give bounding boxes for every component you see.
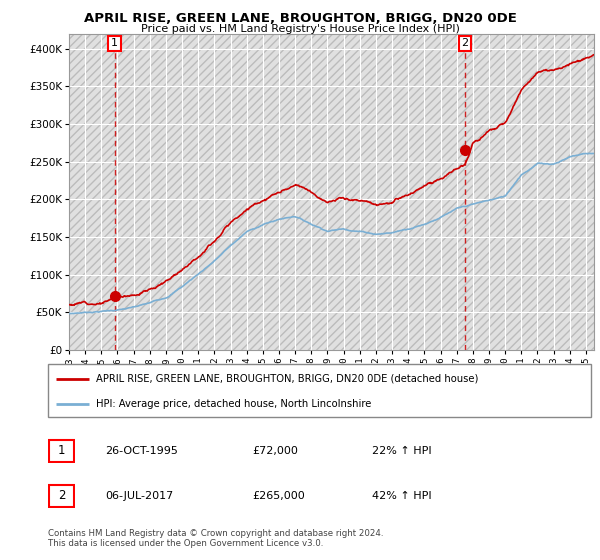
Text: 1: 1	[58, 444, 65, 458]
Text: Price paid vs. HM Land Registry's House Price Index (HPI): Price paid vs. HM Land Registry's House …	[140, 24, 460, 34]
Text: 1: 1	[111, 38, 118, 48]
FancyBboxPatch shape	[48, 364, 591, 417]
Text: HPI: Average price, detached house, North Lincolnshire: HPI: Average price, detached house, Nort…	[96, 399, 371, 409]
Text: APRIL RISE, GREEN LANE, BROUGHTON, BRIGG, DN20 0DE (detached house): APRIL RISE, GREEN LANE, BROUGHTON, BRIGG…	[96, 374, 478, 384]
Text: 22% ↑ HPI: 22% ↑ HPI	[372, 446, 431, 456]
Text: Contains HM Land Registry data © Crown copyright and database right 2024.: Contains HM Land Registry data © Crown c…	[48, 529, 383, 538]
Text: 26-OCT-1995: 26-OCT-1995	[105, 446, 178, 456]
Text: This data is licensed under the Open Government Licence v3.0.: This data is licensed under the Open Gov…	[48, 539, 323, 548]
Text: 2: 2	[58, 489, 65, 502]
Text: 2: 2	[461, 38, 469, 48]
Text: 42% ↑ HPI: 42% ↑ HPI	[372, 491, 431, 501]
FancyBboxPatch shape	[49, 440, 74, 462]
Text: £72,000: £72,000	[252, 446, 298, 456]
Text: 06-JUL-2017: 06-JUL-2017	[105, 491, 173, 501]
Text: £265,000: £265,000	[252, 491, 305, 501]
Text: APRIL RISE, GREEN LANE, BROUGHTON, BRIGG, DN20 0DE: APRIL RISE, GREEN LANE, BROUGHTON, BRIGG…	[83, 12, 517, 25]
FancyBboxPatch shape	[49, 484, 74, 507]
